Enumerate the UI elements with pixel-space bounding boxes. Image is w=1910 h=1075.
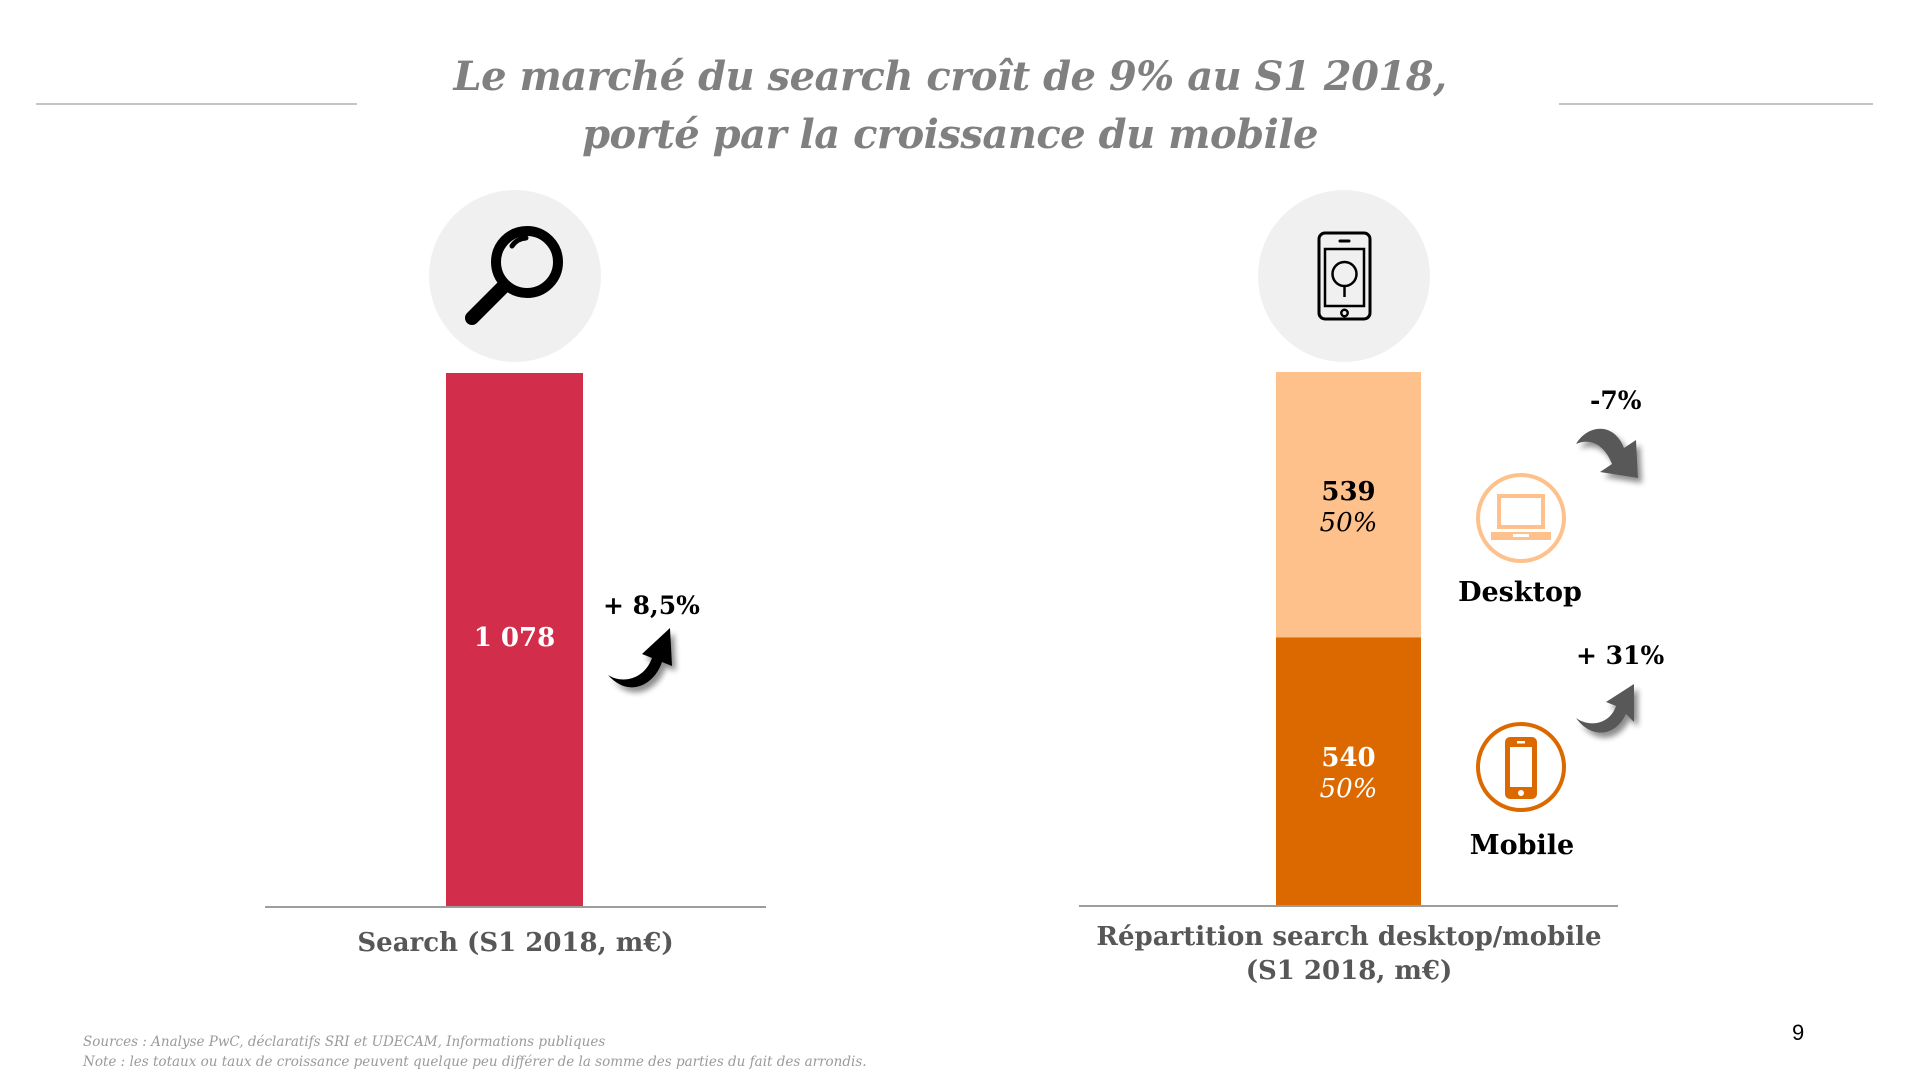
page-title-line2: porté par la croissance du mobile: [582, 111, 1318, 158]
title-rule-right: [1559, 103, 1873, 105]
search-bar-value: 1 078: [446, 622, 583, 654]
mobile-value-label: 540: [1321, 743, 1376, 773]
smartphone-icon: [1476, 722, 1566, 812]
split-chart-label-line2: (S1 2018, m€): [1245, 956, 1453, 986]
footer-note: Note : les totaux ou taux de croissance …: [83, 1054, 867, 1070]
mobile-segment-label: Mobile: [1469, 830, 1575, 861]
search-bar: [446, 373, 583, 906]
page-number: 9: [1792, 1020, 1805, 1045]
laptop-icon: [1476, 473, 1566, 563]
search-icon-circle: [429, 190, 601, 362]
smartphone-search-icon: [1317, 231, 1372, 321]
split-chart-label: Répartition search desktop/mobile (S1 20…: [1049, 920, 1649, 988]
magnifier-icon: [465, 226, 563, 325]
mobile-share-label: 50%: [1319, 774, 1378, 804]
mobile-bar-segment: [1276, 637, 1421, 905]
mobile-growth-label: + 31%: [1576, 641, 1665, 670]
page-title: Le marché du search croît de 9% au S1 20…: [300, 48, 1600, 164]
mobile-search-icon-circle: [1258, 190, 1430, 362]
curved-arrow-down-icon: [1576, 428, 1638, 478]
title-rule-left: [36, 103, 357, 105]
mobile-bar-value: 540 50%: [1276, 742, 1421, 804]
desktop-value-label: 539: [1321, 477, 1376, 507]
curved-arrow-up-icon: [608, 628, 672, 688]
split-chart-label-line1: Répartition search desktop/mobile: [1096, 922, 1602, 952]
search-growth-label: + 8,5%: [603, 591, 700, 620]
desktop-bar-segment: [1276, 372, 1421, 638]
search-chart-label: Search (S1 2018, m€): [265, 926, 766, 960]
search-value-label: 1 078: [473, 623, 556, 653]
desktop-bar-value: 539 50%: [1276, 476, 1421, 538]
curved-arrow-up-icon: [1576, 684, 1634, 733]
search-chart-label-text: Search (S1 2018, m€): [357, 928, 674, 958]
desktop-share-label: 50%: [1319, 508, 1378, 538]
desktop-segment-label: Desktop: [1458, 577, 1582, 608]
page-title-line1: Le marché du search croît de 9% au S1 20…: [453, 53, 1447, 100]
desktop-growth-label: -7%: [1590, 386, 1642, 415]
footer-sources: Sources : Analyse PwC, déclaratifs SRI e…: [83, 1034, 606, 1050]
